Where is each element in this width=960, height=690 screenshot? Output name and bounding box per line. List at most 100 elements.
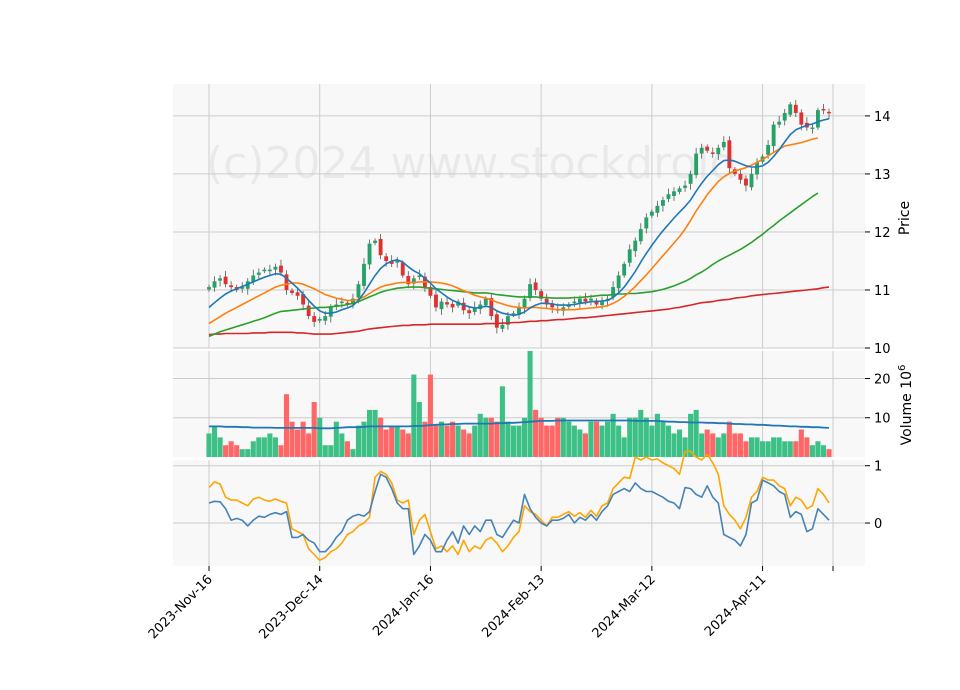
candle-body [472,307,477,313]
candle-body [339,301,344,304]
candle-body [589,298,593,301]
volume-average-line [209,419,830,430]
volume-bar [278,445,284,457]
volume-bar [422,421,428,457]
candle-body [677,188,682,192]
oscillator-y-ticks: 01 [865,460,882,532]
candlestick [716,144,721,161]
volume-bar [211,425,218,457]
volume-bar [804,437,810,457]
candle-body [367,243,372,265]
candle-body [323,316,328,321]
candle-body [810,127,815,130]
candle-body [528,284,533,299]
candle-body [262,269,267,272]
volume-bar [699,433,705,457]
candlestick [207,284,211,292]
candle-body [727,140,732,169]
volume-bar [815,441,821,457]
volume-bar [350,449,356,457]
candle-body [306,305,311,317]
candlestick [655,200,660,217]
candlestick [279,259,283,276]
candlestick [517,302,521,319]
candlestick [677,186,682,195]
candlestick [428,284,433,299]
candle-body [251,275,256,282]
candlestick [240,282,245,293]
price-tick-label: 10 [874,342,891,357]
volume-bar [782,441,788,457]
candle-body [406,276,411,285]
candle-body [301,294,306,305]
volume-bar [533,409,539,457]
volume-bar [355,425,362,457]
oscillator-panel: 01 [173,450,882,566]
candlestick [450,299,455,313]
volume-bar [339,433,345,457]
candlestick [810,123,815,134]
candlestick [649,209,654,219]
volume-bars [206,351,832,457]
candlestick [627,244,632,267]
volume-bar [593,421,600,457]
volume-bar [732,433,738,457]
candle-body [600,301,604,306]
candle-body [821,108,826,111]
candle-body [290,290,294,293]
volume-bar [676,429,683,457]
volume-bar [206,433,212,457]
candlestick [782,108,787,126]
volume-bar [765,441,771,457]
candlestick [672,187,676,201]
volume-bar [505,421,511,457]
volume-average [209,419,830,430]
candle-body [328,307,333,317]
candlestick [550,300,555,314]
volume-bar [654,413,660,457]
volume-bar [245,449,251,457]
candle-body [644,217,649,229]
volume-bar [632,417,638,457]
volume-bar [283,394,290,457]
volume-bar [760,441,766,457]
price-tick-label: 12 [874,226,891,241]
candle-body [611,287,616,297]
candle-body [533,282,538,290]
candle-body [218,278,223,281]
candlestick [212,276,217,292]
price-y-ticks: 10 11 12 13 14 [865,110,891,357]
candle-body [223,276,228,285]
price-panel: (c)2024 www.stockdroid. 10 11 12 13 14 Price [173,84,913,357]
volume-bar [748,437,755,457]
candlestick [434,289,438,312]
volume-bar [433,425,439,457]
candlestick [744,175,748,192]
candlestick [821,104,826,115]
candlestick [439,298,444,315]
candle-body [240,287,245,289]
candlestick [284,270,289,295]
candlestick [660,196,665,212]
candle-body [572,301,577,304]
candlestick [793,99,798,118]
volume-bar [223,445,229,457]
candle-body [312,316,317,322]
volume-bar [826,449,832,457]
candle-body [400,262,405,276]
candlestick [539,288,544,302]
ma-mid-line [208,137,819,325]
volume-bar [638,409,644,457]
candlestick [373,238,378,246]
volume-bar [616,425,622,457]
candle-body [378,238,383,256]
volume-bar [217,437,223,457]
candle-body [467,310,472,314]
candlestick [467,307,472,319]
candlestick [400,260,405,278]
volume-bar [378,417,384,457]
candlestick [771,121,776,152]
moving-averages [208,118,830,338]
volume-bar [510,425,517,457]
